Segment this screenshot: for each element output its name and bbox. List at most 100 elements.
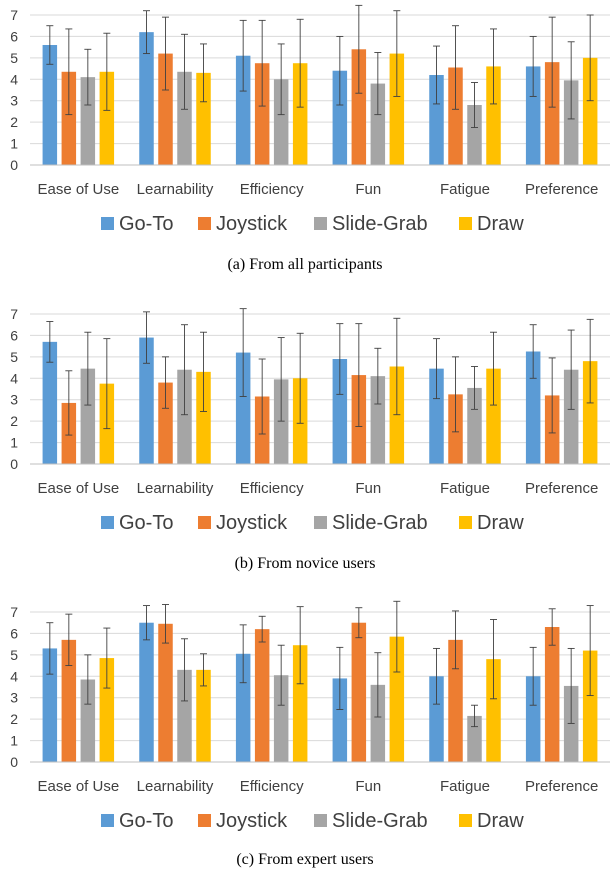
bar-go-to-5 — [525, 66, 541, 165]
category-label: Ease of Use — [37, 181, 119, 198]
legend-swatch — [101, 814, 114, 827]
bar-draw-1 — [196, 72, 211, 165]
y-tick-label: 7 — [10, 306, 18, 322]
bar-joystick-5 — [544, 627, 560, 762]
figure-caption: (a) From all participants — [227, 256, 382, 273]
bar-slide-grab-3 — [370, 83, 386, 165]
y-tick-label: 3 — [10, 392, 18, 408]
y-tick-label: 4 — [10, 71, 18, 87]
y-tick-label: 1 — [10, 435, 18, 451]
bar-slide-grab-2 — [273, 675, 289, 762]
y-tick-label: 0 — [10, 157, 18, 173]
bar-joystick-4 — [448, 639, 463, 762]
bar-slide-grab-0 — [80, 679, 96, 762]
bar-joystick-1 — [158, 53, 173, 166]
bar-draw-0 — [99, 658, 115, 762]
legend-label: Joystick — [216, 512, 288, 534]
bar-joystick-0 — [61, 639, 77, 762]
bar-go-to-5 — [525, 351, 541, 464]
category-label: Fatigue — [440, 181, 490, 198]
category-label: Fatigue — [440, 480, 490, 497]
legend-swatch — [101, 217, 114, 230]
bar-draw-5 — [582, 650, 598, 762]
legend-label: Slide-Grab — [332, 810, 428, 832]
bar-slide-grab-4 — [467, 715, 482, 762]
bar-draw-0 — [99, 71, 115, 165]
y-tick-label: 5 — [10, 647, 18, 663]
category-label: Preference — [525, 181, 598, 198]
category-label: Preference — [525, 480, 598, 497]
legend-swatch — [459, 814, 472, 827]
bar-joystick-3 — [351, 622, 367, 762]
legend-label: Draw — [477, 512, 524, 534]
bar-slide-grab-3 — [370, 684, 386, 762]
bar-go-to-2 — [235, 352, 251, 464]
category-label: Learnability — [137, 778, 214, 795]
bar-go-to-5 — [525, 676, 541, 762]
legend-swatch — [198, 516, 211, 529]
bar-slide-grab-0 — [80, 77, 96, 165]
legend-swatch — [459, 217, 472, 230]
y-tick-label: 2 — [10, 413, 18, 429]
legend-label: Go-To — [119, 512, 173, 534]
bar-joystick-3 — [351, 49, 367, 165]
legend-swatch — [198, 217, 211, 230]
chart-panel-1: 0 1 2 3 4 5 6 7 Ease of Use Learnability Efficienc… — [10, 306, 610, 572]
legend-swatch — [314, 217, 327, 230]
legend-swatch — [198, 814, 211, 827]
y-tick-label: 0 — [10, 456, 18, 472]
bar-slide-grab-1 — [177, 669, 192, 762]
legend-label: Draw — [477, 810, 524, 832]
legend-swatch — [459, 516, 472, 529]
bar-joystick-2 — [254, 629, 270, 762]
legend-label: Draw — [477, 213, 524, 235]
bar-slide-grab-1 — [177, 369, 192, 464]
bar-go-to-1 — [139, 622, 154, 762]
figure-caption: (b) From novice users — [235, 555, 376, 572]
bar-joystick-4 — [448, 67, 463, 165]
bar-go-to-3 — [332, 70, 348, 165]
category-label: Efficiency — [240, 778, 304, 795]
legend-swatch — [314, 814, 327, 827]
category-label: Fatigue — [440, 778, 490, 795]
bar-draw-2 — [292, 63, 308, 165]
bar-go-to-4 — [429, 75, 444, 165]
y-tick-label: 6 — [10, 327, 18, 343]
bar-slide-grab-5 — [563, 369, 579, 464]
legend-label: Slide-Grab — [332, 213, 428, 235]
category-label: Ease of Use — [37, 480, 119, 497]
category-label: Efficiency — [240, 480, 304, 497]
legend-label: Slide-Grab — [332, 512, 428, 534]
category-label: Fun — [355, 181, 381, 198]
y-tick-label: 0 — [10, 754, 18, 770]
bar-joystick-1 — [158, 382, 173, 464]
y-tick-label: 4 — [10, 370, 18, 386]
bar-go-to-4 — [429, 368, 444, 464]
bar-draw-2 — [292, 645, 308, 762]
chart-panel-0: 0 1 2 3 4 5 6 7 Ease of Use Learnability Efficienc… — [10, 4, 610, 273]
bar-joystick-5 — [544, 62, 560, 166]
bar-slide-grab-2 — [273, 79, 289, 165]
y-tick-label: 1 — [10, 733, 18, 749]
chart-panel-2: 0 1 2 3 4 5 6 7 Ease of Use Learnability Efficienc… — [10, 600, 610, 868]
bar-draw-4 — [486, 66, 501, 165]
legend-label: Go-To — [119, 213, 173, 235]
category-label: Fun — [355, 480, 381, 497]
y-tick-label: 1 — [10, 136, 18, 152]
bar-go-to-0 — [42, 341, 58, 464]
bar-draw-3 — [389, 53, 405, 166]
bar-joystick-1 — [158, 623, 173, 762]
y-tick-label: 5 — [10, 349, 18, 365]
bar-draw-5 — [582, 57, 598, 165]
bar-slide-grab-5 — [563, 80, 579, 165]
bar-slide-grab-3 — [370, 376, 386, 464]
category-label: Learnability — [137, 480, 214, 497]
bar-slide-grab-4 — [467, 387, 482, 464]
bar-draw-1 — [196, 669, 211, 762]
category-label: Learnability — [137, 181, 214, 198]
y-tick-label: 3 — [10, 690, 18, 706]
category-label: Ease of Use — [37, 778, 119, 795]
y-tick-label: 2 — [10, 114, 18, 130]
bar-joystick-0 — [61, 71, 77, 165]
bar-draw-4 — [486, 659, 501, 762]
